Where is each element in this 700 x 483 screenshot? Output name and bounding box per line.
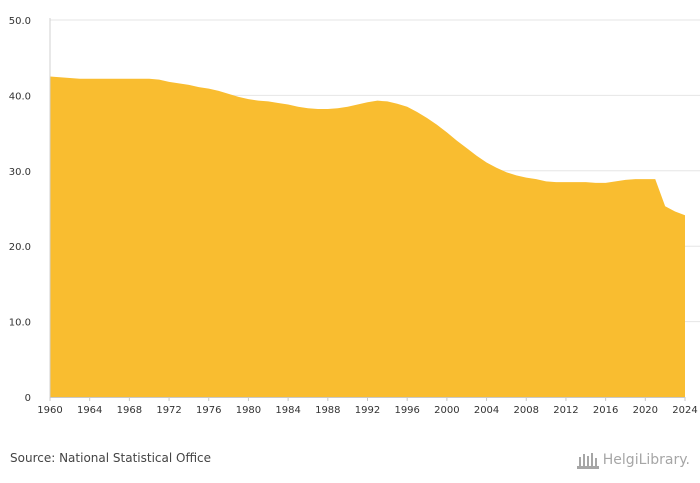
x-tick-label: 1988 (315, 405, 340, 416)
x-tick-label: 1996 (394, 405, 419, 416)
area-series (50, 76, 685, 398)
y-axis-ticks: 0 10.0 20.0 30.0 40.0 50.0 (9, 16, 31, 404)
x-tick-label: 2020 (633, 405, 658, 416)
x-tick-label: 1980 (236, 405, 261, 416)
source-note: Source: National Statistical Office (10, 451, 212, 465)
x-tick-label: 1964 (77, 405, 102, 416)
y-tick-label: 20.0 (9, 242, 31, 253)
x-tick-label: 2024 (672, 405, 697, 416)
x-tick-label: 1968 (117, 405, 142, 416)
y-tick-label: 30.0 (9, 167, 31, 178)
y-tick-label: 40.0 (9, 91, 31, 102)
x-tick-label: 1976 (196, 405, 221, 416)
y-tick-label: 50.0 (9, 16, 31, 27)
area-series-fill[interactable] (50, 76, 685, 398)
helgi-library-logo[interactable]: HelgiLibrary. (576, 450, 690, 470)
brand-name: HelgiLibrary. (602, 452, 690, 468)
x-tick-label: 2012 (553, 405, 578, 416)
x-tick-label: 2004 (474, 405, 499, 416)
x-tick-label: 1960 (37, 405, 62, 416)
x-tick-label: 2016 (593, 405, 618, 416)
x-tick-label: 1984 (275, 405, 300, 416)
x-tick-label: 2008 (514, 405, 539, 416)
x-tick-label: 1972 (156, 405, 181, 416)
y-tick-label: 10.0 (9, 318, 31, 329)
x-tick-label: 2000 (434, 405, 459, 416)
x-tick-label: 1992 (355, 405, 380, 416)
library-columns-icon (576, 453, 599, 469)
x-axis-ticks: 1960 1964 1968 1972 1976 1980 1984 1988 1992 1996… (37, 397, 698, 416)
y-tick-label: 0 (25, 393, 31, 404)
